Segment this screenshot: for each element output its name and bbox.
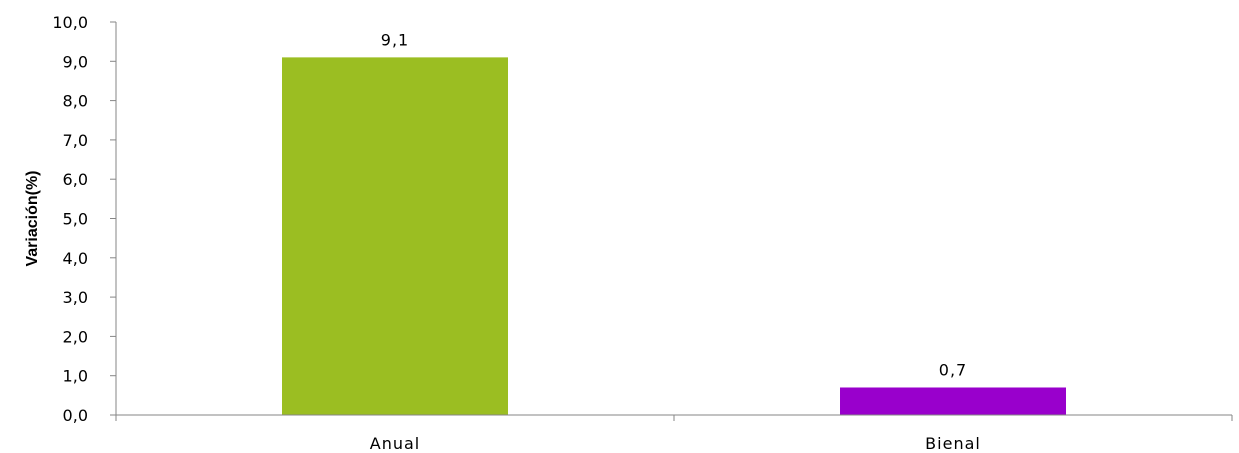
y-tick-label: 1,0 (63, 367, 88, 386)
y-tick-label: 8,0 (63, 92, 88, 111)
bar-anual (282, 57, 508, 416)
y-axis-title: Variación(%) (24, 170, 41, 266)
y-tick-label: 4,0 (63, 249, 88, 268)
y-tick-label: 10,0 (52, 13, 88, 32)
y-tick-label: 2,0 (63, 327, 88, 346)
x-category-label: Anual (370, 434, 420, 453)
y-tick-label: 5,0 (63, 210, 88, 229)
y-axis-ticks: 0,0 1,0 2,0 3,0 4,0 5,0 6,0 7,0 8,0 9,0 10,0 (52, 13, 117, 425)
y-tick-label: 3,0 (63, 288, 88, 307)
data-labels: 9,1 0,7 (381, 30, 967, 379)
data-label: 9,1 (381, 30, 409, 49)
data-label: 0,7 (939, 360, 967, 379)
y-tick-label: 9,0 (63, 52, 88, 71)
y-tick-label: 6,0 (63, 170, 88, 189)
y-tick-label: 7,0 (63, 131, 88, 150)
bar-bienal (840, 387, 1066, 415)
x-axis: Anual Bienal (115, 414, 1233, 453)
x-category-label: Bienal (925, 434, 981, 453)
y-tick-label: 0,0 (63, 406, 88, 425)
bars (282, 57, 1066, 416)
